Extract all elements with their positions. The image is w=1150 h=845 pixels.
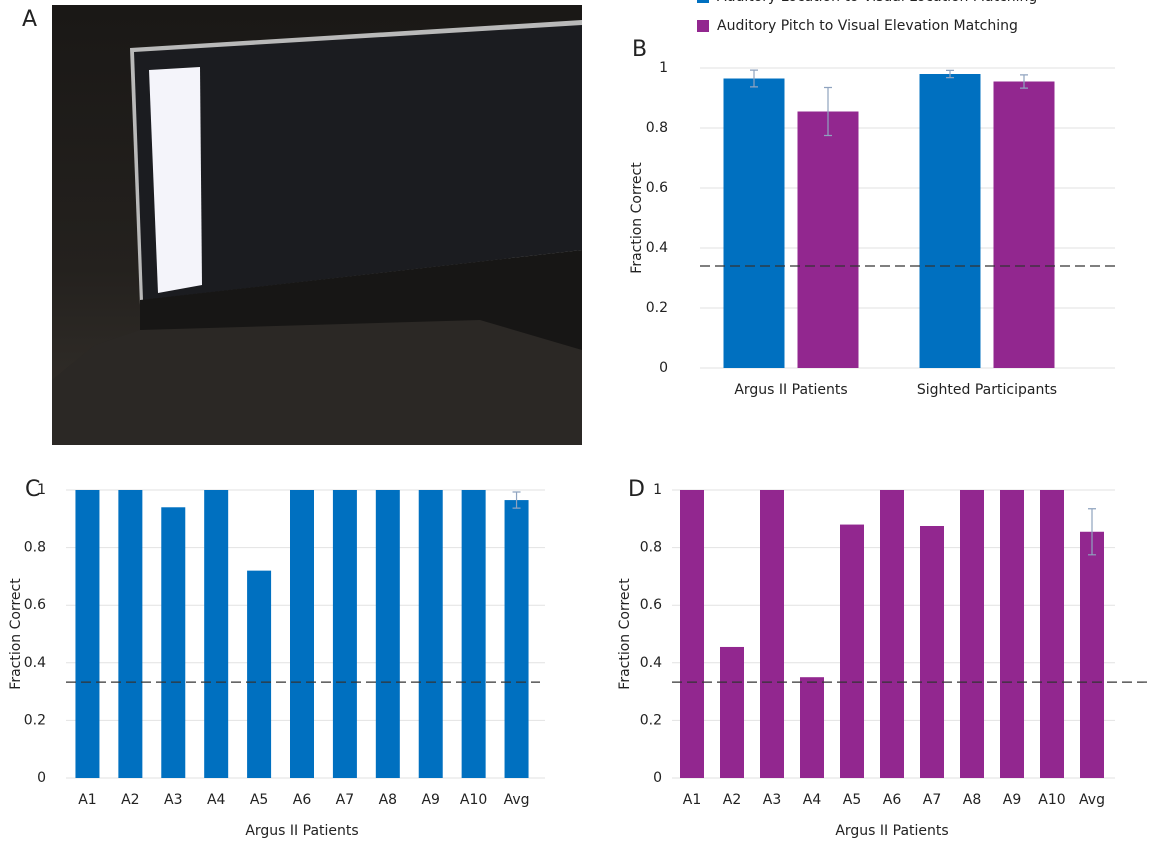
y-axis-label: Fraction Correct bbox=[8, 578, 24, 690]
x-tick-label: A1 bbox=[683, 792, 701, 808]
y-tick-label: 0.6 bbox=[24, 597, 46, 613]
x-tick-label: A8 bbox=[379, 792, 397, 808]
x-tick-label: Sighted Participants bbox=[917, 382, 1057, 398]
bar bbox=[247, 571, 271, 778]
y-tick-label: 0.8 bbox=[640, 540, 662, 556]
legend-label: Auditory Pitch to Visual Elevation Match… bbox=[717, 18, 1018, 34]
bar bbox=[419, 490, 443, 778]
y-tick-label: 0.6 bbox=[640, 597, 662, 613]
bar bbox=[376, 490, 400, 778]
x-axis-label: Argus II Patients bbox=[835, 823, 948, 839]
bar bbox=[290, 490, 314, 778]
x-tick-label: A6 bbox=[883, 792, 902, 808]
bar bbox=[840, 525, 864, 778]
bar bbox=[1080, 532, 1104, 778]
y-tick-label: 0 bbox=[659, 360, 668, 376]
x-tick-label: A3 bbox=[164, 792, 182, 808]
bar bbox=[118, 490, 142, 778]
x-tick-label: Avg bbox=[1079, 792, 1105, 808]
bar bbox=[75, 490, 99, 778]
y-tick-label: 0 bbox=[37, 770, 46, 786]
x-tick-label: A2 bbox=[723, 792, 741, 808]
y-tick-label: 0.8 bbox=[646, 120, 668, 136]
bar bbox=[161, 507, 185, 778]
bar bbox=[880, 490, 904, 778]
bar bbox=[204, 490, 228, 778]
x-tick-label: A7 bbox=[923, 792, 941, 808]
screen-stimulus bbox=[149, 67, 202, 293]
figure: A B 0 0.2 0.4 0.6 0.8 1 Fraction Correct Argus I… bbox=[0, 0, 1150, 845]
bar bbox=[920, 74, 981, 368]
x-tick-label: A4 bbox=[207, 792, 226, 808]
y-tick-label: 1 bbox=[653, 482, 662, 498]
y-tick-label: 0.8 bbox=[24, 540, 46, 556]
table-cloth bbox=[52, 320, 582, 445]
x-tick-label: A10 bbox=[460, 792, 487, 808]
bar bbox=[760, 490, 784, 778]
photo: A bbox=[22, 5, 582, 445]
y-axis-label: Fraction Correct bbox=[617, 578, 633, 690]
x-tick-label: A4 bbox=[803, 792, 822, 808]
panel-label: A bbox=[22, 7, 37, 32]
y-axis-label: Fraction Correct bbox=[629, 162, 645, 274]
x-tick-label: A9 bbox=[1003, 792, 1021, 808]
bar bbox=[720, 647, 744, 778]
bar bbox=[960, 490, 984, 778]
bar bbox=[1040, 490, 1064, 778]
x-tick-label: A8 bbox=[963, 792, 981, 808]
y-tick-label: 0.4 bbox=[640, 655, 662, 671]
y-tick-label: 0.4 bbox=[24, 655, 46, 671]
bar bbox=[462, 490, 486, 778]
x-tick-label: A9 bbox=[421, 792, 439, 808]
bar bbox=[680, 490, 704, 778]
legend-swatch bbox=[697, 20, 709, 32]
y-tick-label: 0.2 bbox=[640, 712, 662, 728]
y-tick-label: 0.2 bbox=[24, 712, 46, 728]
y-tick-label: 0 bbox=[653, 770, 662, 786]
bar bbox=[800, 677, 824, 778]
x-tick-label: A10 bbox=[1038, 792, 1065, 808]
y-tick-label: 0.4 bbox=[646, 240, 668, 256]
y-tick-label: 0.2 bbox=[646, 300, 668, 316]
x-tick-label: A5 bbox=[843, 792, 861, 808]
bar bbox=[994, 82, 1055, 369]
x-tick-label: A1 bbox=[78, 792, 96, 808]
x-tick-label: A5 bbox=[250, 792, 268, 808]
y-tick-label: 1 bbox=[37, 482, 46, 498]
x-tick-label: A3 bbox=[763, 792, 781, 808]
x-tick-label: A2 bbox=[121, 792, 139, 808]
x-axis-label: Argus II Patients bbox=[245, 823, 358, 839]
y-tick-label: 1 bbox=[659, 60, 668, 76]
bar bbox=[798, 112, 859, 369]
bar bbox=[1000, 490, 1024, 778]
x-tick-label: A7 bbox=[336, 792, 354, 808]
bar bbox=[920, 526, 944, 778]
legend-swatch bbox=[697, 0, 709, 3]
legend-label: Auditory Location to Visual Location Mat… bbox=[717, 0, 1037, 5]
panel-label: B bbox=[632, 37, 647, 62]
x-tick-label: Avg bbox=[504, 792, 530, 808]
y-tick-label: 0.6 bbox=[646, 180, 668, 196]
x-tick-label: Argus II Patients bbox=[734, 382, 847, 398]
panel-label: D bbox=[628, 477, 645, 502]
bar bbox=[333, 490, 357, 778]
bar bbox=[724, 79, 785, 369]
x-tick-label: A6 bbox=[293, 792, 312, 808]
bar bbox=[505, 500, 529, 778]
